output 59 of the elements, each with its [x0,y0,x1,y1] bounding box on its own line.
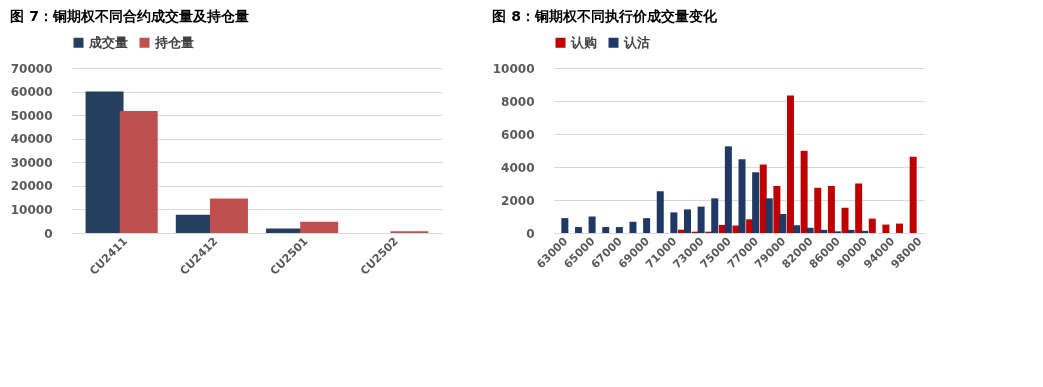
bar [670,212,678,233]
bar [643,218,651,233]
legend-label: 持仓量 [154,34,194,50]
chart-title: 图 7：铜期权不同合约成交量及持仓量 [10,8,249,24]
bar [855,183,863,233]
bar [793,225,801,233]
legend-label: 认购 [570,34,597,50]
bar [574,227,582,233]
bar [300,221,339,233]
bar [820,229,828,233]
bar [827,185,835,233]
bar [759,164,767,233]
bar [882,224,890,233]
bar [119,110,158,233]
bar [656,191,664,233]
bar [773,185,781,233]
legend-label: 成交量 [88,34,128,50]
bar [861,230,869,233]
bar [847,229,855,233]
bar [85,91,124,233]
bar [697,206,705,233]
bar [683,209,691,233]
bar [738,159,746,233]
bar [724,146,732,233]
y-tick-label: 0 [44,226,53,241]
bar [209,198,248,233]
legend-label: 认沽 [623,34,650,50]
bar [602,227,610,233]
bar [841,207,849,233]
bar [732,225,740,233]
y-tick-label: 8000 [501,94,535,109]
bar [787,95,795,233]
bar [629,221,637,233]
bar [765,198,773,233]
bar [779,214,787,233]
y-tick-label: 10000 [492,61,535,76]
bar [814,187,822,233]
bar [896,223,904,233]
y-tick-label: 70000 [10,61,53,76]
bar [711,198,719,233]
bar [868,218,876,233]
bar [800,150,808,233]
chart-title: 图 8：铜期权不同执行价成交量变化 [492,8,718,24]
bar [588,216,596,233]
y-tick-label: 0 [526,226,535,241]
y-tick-label: 20000 [10,179,53,194]
bar [615,227,623,233]
bar [909,156,917,233]
bar [561,218,569,233]
y-tick-label: 30000 [10,155,53,170]
bar [806,227,814,233]
y-tick-label: 10000 [10,202,53,217]
y-tick-label: 6000 [501,127,535,142]
y-tick-label: 4000 [501,160,535,175]
bar [752,172,760,233]
y-tick-label: 50000 [10,108,53,123]
y-tick-label: 40000 [10,132,53,147]
y-tick-label: 2000 [501,193,535,208]
y-tick-label: 60000 [10,85,53,100]
